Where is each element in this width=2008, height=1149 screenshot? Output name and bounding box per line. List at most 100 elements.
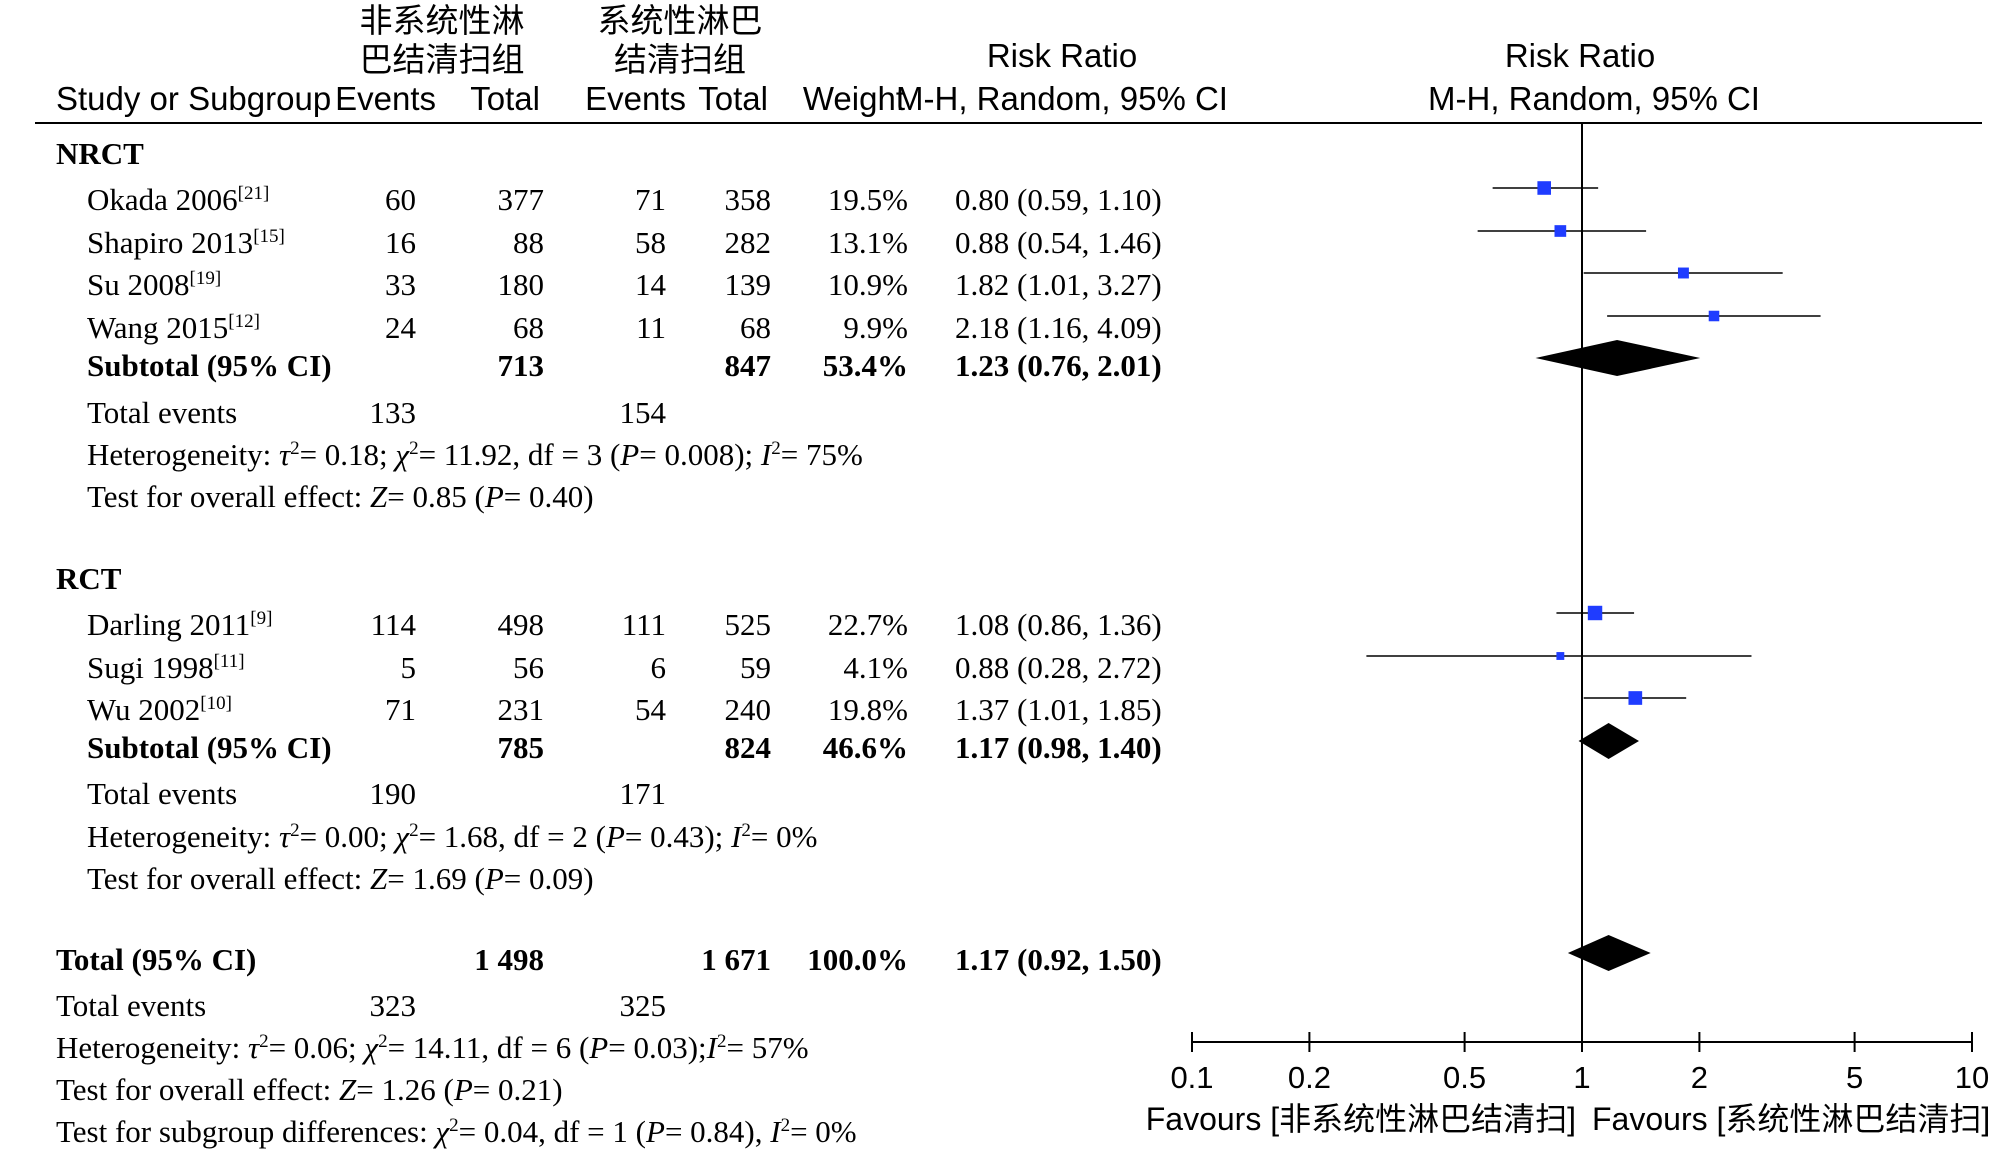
events2-cell: 11 [636, 310, 666, 345]
total1-cell: 377 [497, 182, 545, 217]
total-events-1: 133 [369, 395, 417, 430]
subtotal-ci: 1.17 (0.98, 1.40) [955, 730, 1162, 765]
total2-cell: 525 [724, 607, 772, 642]
group1-header-line1: 非系统性淋 [359, 2, 525, 39]
total-label: Total (95% CI) [56, 942, 257, 977]
events1-cell: 5 [400, 650, 417, 685]
pooled-diamond [1535, 340, 1701, 376]
study-column-header: Study or Subgroup [56, 80, 332, 117]
weight-cell: 19.8% [827, 692, 908, 727]
total-events-2: 325 [619, 988, 667, 1023]
total1-cell: 231 [497, 692, 545, 727]
x-tick-label: 0.5 [1443, 1060, 1486, 1095]
total2-cell: 282 [724, 225, 772, 260]
pooled-diamond [1567, 935, 1651, 971]
overall-effect-text: Test for overall effect: Z= 0.85 (P= 0.4… [87, 479, 594, 514]
total-events-1: 190 [369, 776, 417, 811]
total2-cell: 59 [740, 650, 771, 685]
events1-cell: 16 [385, 225, 416, 260]
subgroup-title-nrct: NRCT [56, 136, 144, 171]
plot-header-title: Risk Ratio [1504, 37, 1656, 74]
study-marker [1537, 181, 1552, 195]
group2-header-line2: 结清扫组 [614, 41, 746, 78]
total-events-2: 154 [619, 395, 667, 430]
subtotal-weight: 53.4% [822, 348, 908, 383]
study-marker [1677, 267, 1689, 279]
total-weight: 100.0% [807, 942, 908, 977]
events2-cell: 71 [635, 182, 666, 217]
study-name: Shapiro 2013[15] [87, 225, 285, 260]
events1-cell: 114 [370, 607, 416, 642]
total1-header: Total [470, 80, 540, 117]
x-tick-label: 0.2 [1288, 1060, 1331, 1095]
subtotal-label: Subtotal (95% CI) [87, 348, 332, 383]
events2-cell: 54 [635, 692, 666, 727]
subtotal-label: Subtotal (95% CI) [87, 730, 332, 765]
total-events-label: Total events [56, 988, 207, 1023]
total-total1: 1 498 [474, 942, 544, 977]
overall-effect-text: Test for overall effect: Z= 1.69 (P= 0.0… [87, 861, 594, 896]
subgroup-title-rct: RCT [56, 561, 122, 596]
favours-right-label: Favours [系统性淋巴结清扫] [1592, 1101, 1990, 1137]
total1-cell: 56 [513, 650, 544, 685]
ci-cell: 0.88 (0.28, 2.72) [955, 650, 1162, 685]
events2-cell: 14 [635, 267, 666, 302]
subtotal-total1: 785 [497, 730, 545, 765]
total2-header: Total [698, 80, 768, 117]
total-events-2: 171 [619, 776, 667, 811]
rr-header-method: M-H, Random, 95% CI [896, 80, 1228, 117]
total-events-1: 323 [369, 988, 417, 1023]
total-ci: 1.17 (0.92, 1.50) [955, 942, 1162, 977]
total-total2: 1 671 [701, 942, 771, 977]
subgroup-differences-text: Test for subgroup differences: χ2= 0.04,… [56, 1114, 857, 1149]
ci-cell: 1.82 (1.01, 3.27) [955, 267, 1162, 302]
events1-cell: 60 [385, 182, 416, 217]
events2-cell: 6 [650, 650, 667, 685]
heterogeneity-text: Heterogeneity: τ2= 0.18; χ2= 11.92, df =… [87, 437, 863, 472]
weight-cell: 13.1% [827, 225, 908, 260]
events1-cell: 71 [385, 692, 416, 727]
events2-cell: 58 [635, 225, 666, 260]
subtotal-total2: 824 [724, 730, 772, 765]
weight-cell: 9.9% [843, 310, 908, 345]
overall-effect-text: Test for overall effect: Z= 1.26 (P= 0.2… [56, 1072, 563, 1107]
heterogeneity-text: Heterogeneity: τ2= 0.06; χ2= 14.11, df =… [56, 1030, 809, 1065]
ci-cell: 0.88 (0.54, 1.46) [955, 225, 1162, 260]
x-tick-label: 0.1 [1170, 1060, 1213, 1095]
heterogeneity-text: Heterogeneity: τ2= 0.00; χ2= 1.68, df = … [87, 819, 818, 854]
weight-header: Weight [802, 80, 905, 117]
total2-cell: 139 [724, 267, 772, 302]
study-name: Su 2008[19] [87, 267, 222, 302]
group1-header-line2: 巴结清扫组 [359, 41, 525, 78]
total2-cell: 358 [724, 182, 772, 217]
study-name: Wu 2002[10] [87, 692, 232, 727]
events2-header: Events [585, 80, 686, 117]
study-marker [1628, 691, 1643, 705]
group2-header-line1: 系统性淋巴 [597, 2, 763, 39]
study-marker [1587, 605, 1603, 621]
weight-cell: 4.1% [843, 650, 908, 685]
events2-cell: 111 [621, 607, 666, 642]
study-marker [1556, 652, 1565, 660]
events1-header: Events [335, 80, 436, 117]
subtotal-weight: 46.6% [822, 730, 908, 765]
total2-cell: 68 [740, 310, 771, 345]
pooled-diamond [1578, 723, 1639, 759]
total-events-label: Total events [87, 395, 238, 430]
study-name: Darling 2011[9] [87, 607, 273, 642]
study-name: Wang 2015[12] [87, 310, 260, 345]
ci-cell: 1.37 (1.01, 1.85) [955, 692, 1162, 727]
weight-cell: 10.9% [827, 267, 908, 302]
total-events-label: Total events [87, 776, 238, 811]
rr-header-title: Risk Ratio [986, 37, 1138, 74]
x-tick-label: 5 [1846, 1060, 1863, 1095]
study-marker [1708, 310, 1720, 322]
study-name: Okada 2006[21] [87, 182, 270, 217]
weight-cell: 22.7% [827, 607, 908, 642]
total1-cell: 68 [513, 310, 544, 345]
x-tick-label: 2 [1691, 1060, 1708, 1095]
subtotal-total1: 713 [497, 348, 545, 383]
total1-cell: 88 [513, 225, 544, 260]
events1-cell: 24 [385, 310, 416, 345]
